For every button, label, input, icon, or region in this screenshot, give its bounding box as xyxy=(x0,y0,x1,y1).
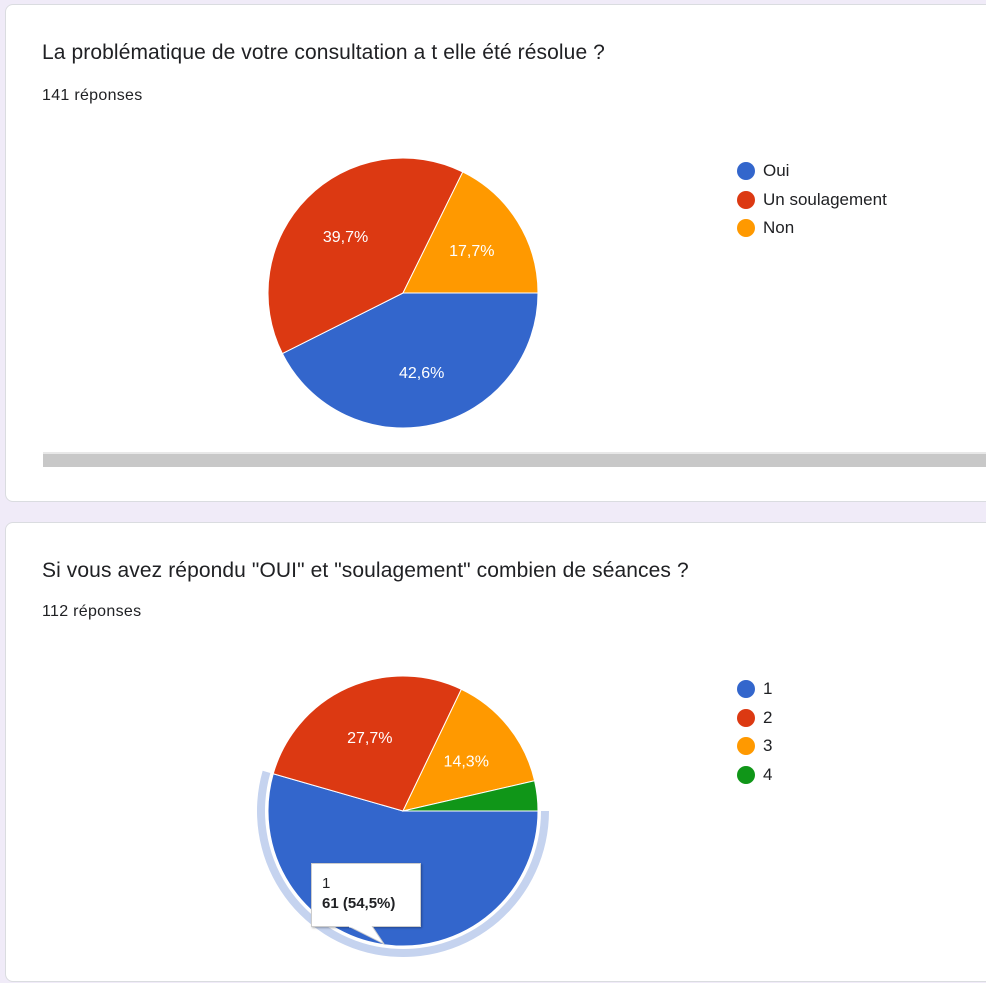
tooltip-category: 1 xyxy=(322,875,331,892)
legend-label: Oui xyxy=(763,161,790,181)
legend-label: Non xyxy=(763,218,795,238)
legend-label: 4 xyxy=(763,764,773,784)
legend-item[interactable]: 4 xyxy=(737,761,772,790)
pie-slice-2[interactable] xyxy=(272,675,463,812)
legend-label: 3 xyxy=(763,736,773,756)
legend-swatch xyxy=(737,708,755,727)
legend-item[interactable]: Oui xyxy=(737,157,887,186)
pie-slice-4[interactable] xyxy=(402,780,539,812)
pie-chart[interactable]: 27,7% 14,3% xyxy=(6,523,986,983)
legend-item[interactable]: 2 xyxy=(737,704,772,733)
legend-item[interactable]: Un soulagement xyxy=(737,186,887,215)
legend-swatch xyxy=(737,737,755,756)
chart-tooltip: 1 61 (54,5%) xyxy=(311,863,421,927)
legend-item[interactable]: 1 xyxy=(737,675,772,704)
response-count: 141 réponses xyxy=(42,87,143,104)
pie-slice-un-soulagement[interactable] xyxy=(267,157,464,355)
horizontal-scrollbar[interactable] xyxy=(43,452,986,467)
question-card-resolution: La problématique de votre consultation a… xyxy=(5,4,986,502)
pie-slice-3[interactable] xyxy=(402,688,536,812)
tooltip-value: 61 (54,5%) xyxy=(322,895,396,912)
pie-slice-oui[interactable] xyxy=(281,292,539,429)
tooltip-pointer xyxy=(348,926,386,946)
legend-item[interactable]: 3 xyxy=(737,732,772,761)
legend-swatch xyxy=(737,219,755,238)
slice-data-label: 27,7% xyxy=(347,730,392,747)
slice-data-label: 14,3% xyxy=(444,753,489,770)
question-title: La problématique de votre consultation a… xyxy=(42,41,605,64)
slice-data-label: 17,7% xyxy=(449,243,494,260)
legend-swatch xyxy=(737,190,755,209)
slice-data-label: 39,7% xyxy=(323,229,368,246)
question-card-sessions: Si vous avez répondu "OUI" et "soulageme… xyxy=(5,522,986,982)
response-count: 112 réponses xyxy=(42,603,142,620)
pie-chart[interactable]: 42,6% 39,7% 17,7% xyxy=(6,5,986,445)
legend-swatch xyxy=(737,680,755,699)
question-title: Si vous avez répondu "OUI" et "soulageme… xyxy=(42,559,689,582)
slice-data-label: 42,6% xyxy=(399,365,444,382)
chart-legend: 1 2 3 4 xyxy=(737,675,772,789)
legend-swatch xyxy=(737,162,755,181)
pie-slice-non[interactable] xyxy=(402,171,539,294)
legend-swatch xyxy=(737,765,755,784)
chart-legend: Oui Un soulagement Non xyxy=(737,157,887,243)
legend-item[interactable]: Non xyxy=(737,214,887,243)
legend-label: Un soulagement xyxy=(763,189,887,209)
legend-label: 2 xyxy=(763,707,773,727)
legend-label: 1 xyxy=(763,679,773,699)
